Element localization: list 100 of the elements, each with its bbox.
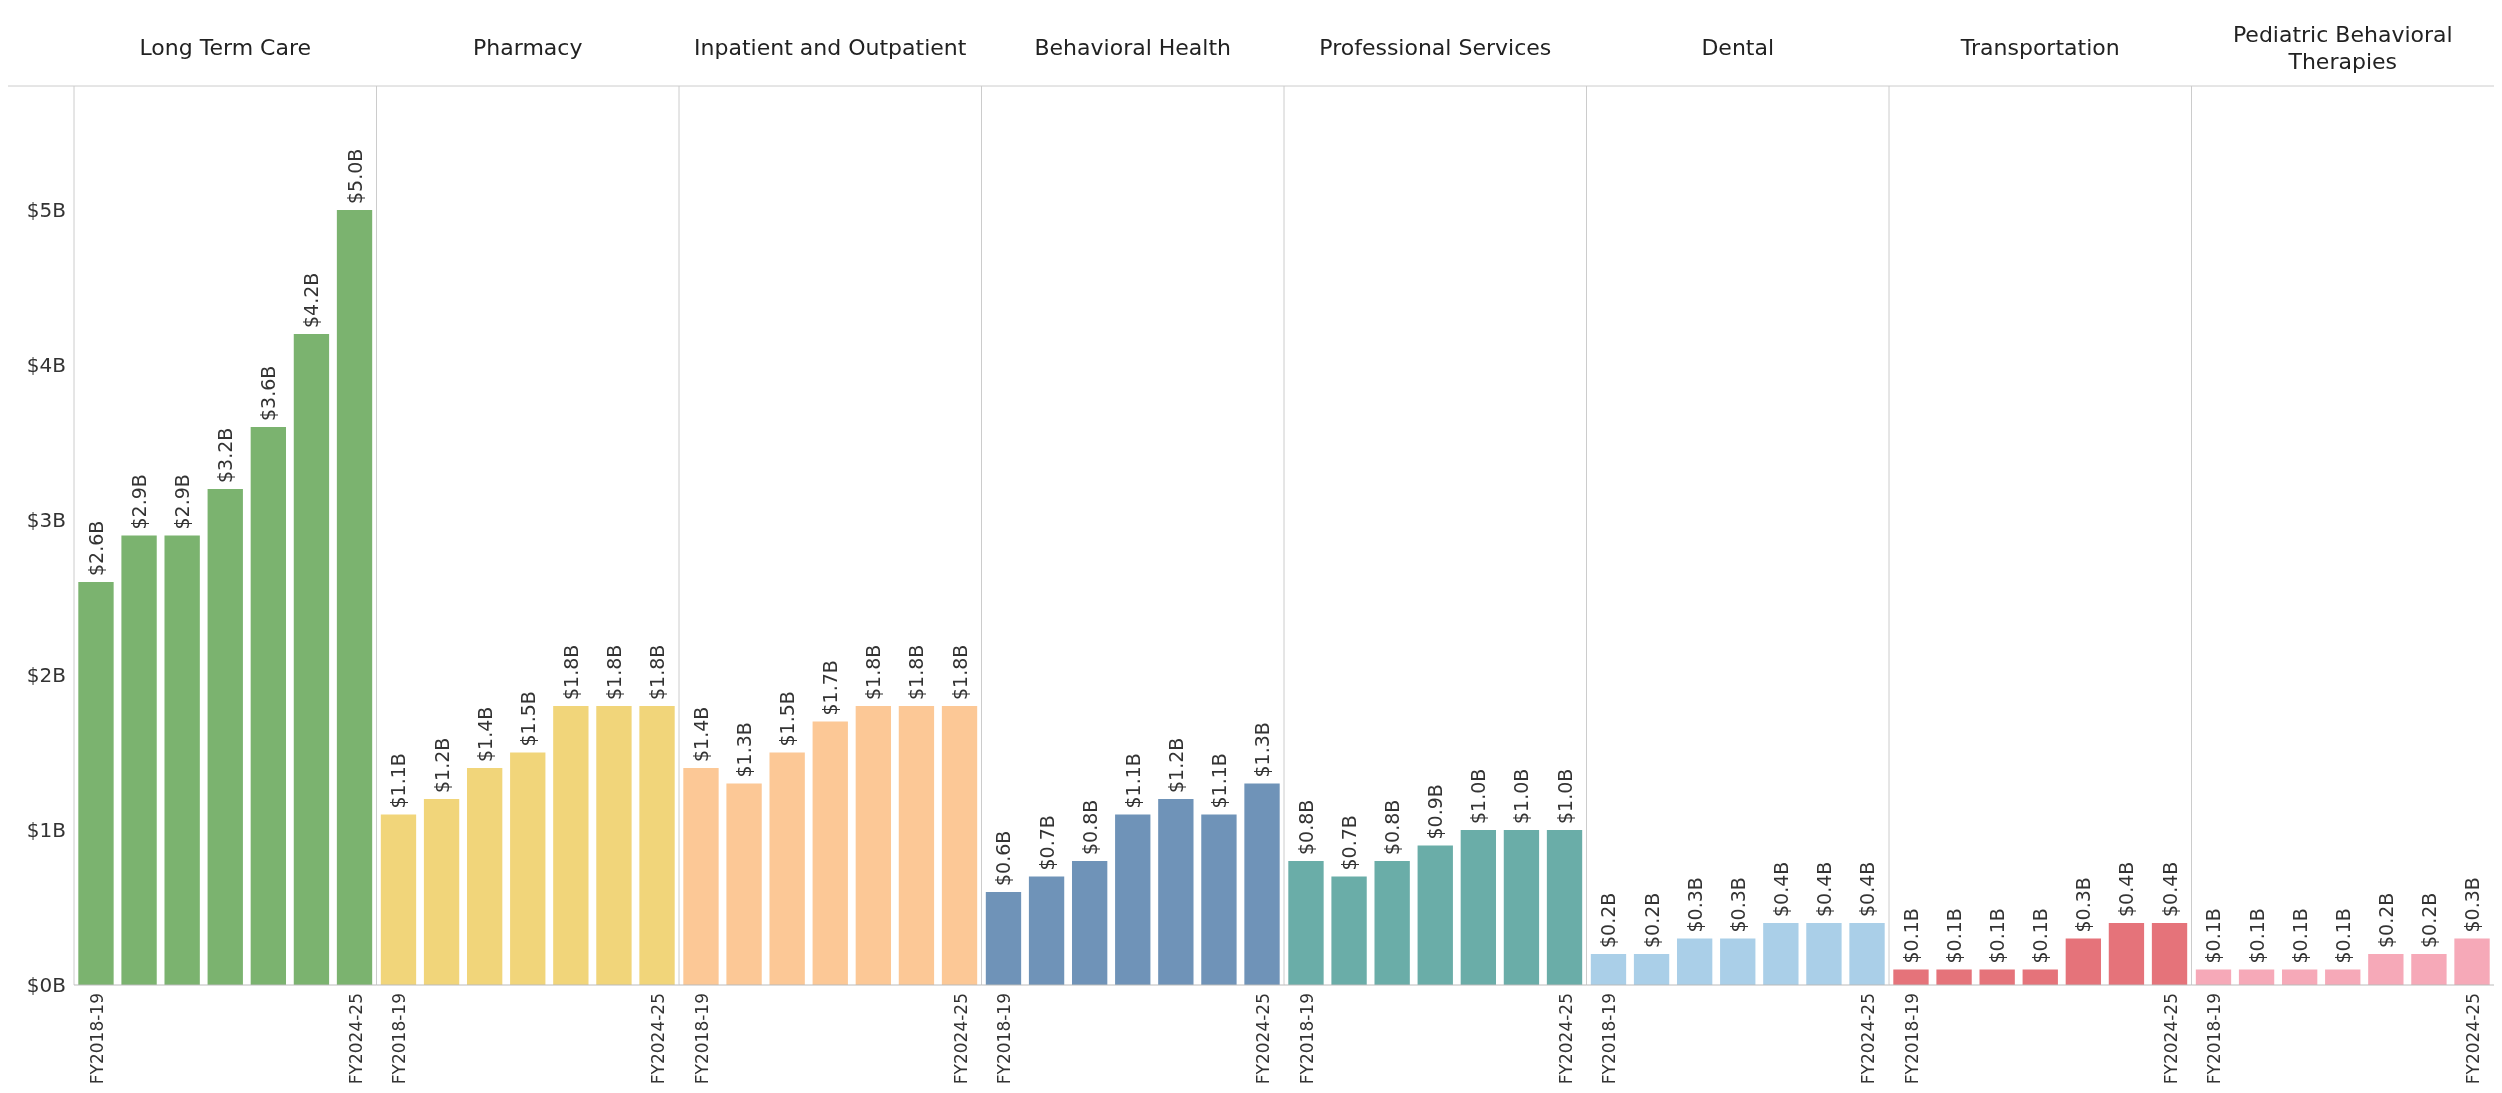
- bar: [596, 706, 632, 985]
- chart-title: Pediatric Behavioral Therapies: [2232, 22, 2453, 74]
- bar: [812, 721, 848, 985]
- data-label: $1.1B: [1121, 753, 1144, 809]
- chart-title: Professional Services: [1319, 35, 1552, 60]
- data-label: $0.7B: [1338, 815, 1361, 871]
- bar: [1244, 783, 1280, 985]
- data-label: $0.8B: [1294, 799, 1317, 855]
- data-label: $0.2B: [1597, 892, 1620, 948]
- chart-title: Pharmacy: [473, 35, 583, 60]
- data-label: $0.2B: [2374, 892, 2397, 948]
- data-label: $0.1B: [2202, 908, 2225, 964]
- x-tick-label: FY2024-25: [2160, 993, 2181, 1085]
- data-label: $1.5B: [516, 691, 539, 747]
- data-label: $0.1B: [2029, 908, 2052, 964]
- data-label: $0.9B: [1424, 784, 1447, 840]
- data-label: $1.1B: [1207, 753, 1230, 809]
- data-label: $1.8B: [948, 644, 971, 700]
- bar: [78, 582, 114, 985]
- data-label: $1.8B: [646, 644, 669, 700]
- bar: [293, 334, 330, 985]
- y-tick-label: $0B: [26, 973, 66, 997]
- bar: [380, 814, 417, 985]
- data-label: $1.2B: [1164, 737, 1187, 793]
- bar: [466, 768, 503, 985]
- y-tick-label: $4B: [26, 353, 66, 377]
- data-label: $5.0B: [343, 148, 366, 204]
- bar: [1115, 814, 1151, 985]
- data-label: $0.4B: [1812, 861, 1835, 917]
- bar: [510, 752, 546, 985]
- data-label: $0.1B: [2331, 908, 2354, 964]
- bar: [1071, 861, 1108, 985]
- data-label: $1.8B: [862, 644, 885, 700]
- data-label: $3.6B: [257, 365, 280, 421]
- data-label: $0.8B: [1078, 799, 1101, 855]
- chart-title: Long Term Care: [139, 35, 311, 60]
- bar: [164, 535, 200, 985]
- x-tick-label: FY2018-19: [1901, 993, 1922, 1085]
- y-tick-label: $3B: [26, 508, 66, 532]
- x-tick-label: FY2018-19: [994, 993, 1015, 1085]
- data-label: $1.4B: [473, 706, 496, 762]
- data-label: $0.4B: [1769, 861, 1792, 917]
- data-label: $4.2B: [300, 272, 323, 328]
- x-tick-label: FY2018-19: [86, 993, 107, 1085]
- x-tick-label: FY2024-25: [1253, 993, 1274, 1085]
- data-label: $0.2B: [2417, 892, 2440, 948]
- bar: [1158, 799, 1194, 985]
- y-tick-label: $5B: [26, 198, 66, 222]
- data-label: $0.3B: [2072, 877, 2095, 933]
- bar: [769, 752, 805, 985]
- data-label: $0.1B: [1943, 908, 1966, 964]
- chart-title: Behavioral Health: [1034, 35, 1232, 60]
- data-label: $0.8B: [1381, 799, 1404, 855]
- data-label: $1.5B: [776, 691, 799, 747]
- bar: [1028, 876, 1065, 985]
- data-label: $3.2B: [214, 427, 237, 483]
- data-label: $1.3B: [733, 722, 756, 778]
- bar: [683, 768, 719, 985]
- data-label: $1.8B: [602, 644, 625, 700]
- bar: [898, 706, 935, 985]
- bar: [1460, 830, 1497, 985]
- bar: [1546, 830, 1583, 985]
- x-tick-label: FY2024-25: [1555, 993, 1576, 1085]
- data-label: $0.1B: [1899, 908, 1922, 964]
- x-tick-label: FY2018-19: [389, 993, 410, 1085]
- data-label: $2.9B: [128, 474, 151, 530]
- bar: [553, 706, 589, 985]
- data-label: $0.4B: [2158, 861, 2181, 917]
- bar: [941, 706, 978, 985]
- data-label: $0.4B: [1856, 861, 1879, 917]
- bar: [985, 892, 1022, 985]
- x-tick-label: FY2018-19: [691, 993, 712, 1085]
- data-label: $0.1B: [2245, 908, 2268, 964]
- data-label: $0.1B: [2288, 908, 2311, 964]
- x-tick-label: FY2018-19: [1296, 993, 1317, 1085]
- bar: [1201, 814, 1237, 985]
- data-label: $2.9B: [171, 474, 194, 530]
- x-tick-label: FY2024-25: [2463, 993, 2484, 1085]
- x-tick-label: FY2024-25: [950, 993, 971, 1085]
- x-tick-label: FY2024-25: [1858, 993, 1879, 1085]
- bar: [336, 210, 373, 985]
- bar: [639, 706, 675, 985]
- data-label: $2.6B: [84, 520, 107, 576]
- bar: [121, 535, 157, 985]
- bar: [1503, 830, 1540, 985]
- data-label: $0.3B: [2461, 877, 2484, 933]
- x-tick-label: FY2018-19: [1599, 993, 1620, 1085]
- chart-title: Inpatient and Outpatient: [694, 35, 967, 60]
- data-label: $0.4B: [2115, 861, 2138, 917]
- chart-title: Transportation: [1959, 35, 2120, 60]
- data-label: $1.4B: [689, 706, 712, 762]
- data-label: $1.2B: [430, 737, 453, 793]
- bar: [207, 489, 243, 985]
- chart-title: Dental: [1701, 35, 1775, 60]
- data-label: $1.3B: [1251, 722, 1274, 778]
- data-label: $0.2B: [1640, 892, 1663, 948]
- data-label: $1.1B: [387, 753, 410, 809]
- data-label: $1.8B: [905, 644, 928, 700]
- y-tick-label: $2B: [26, 663, 66, 687]
- data-label: $0.3B: [1683, 877, 1706, 933]
